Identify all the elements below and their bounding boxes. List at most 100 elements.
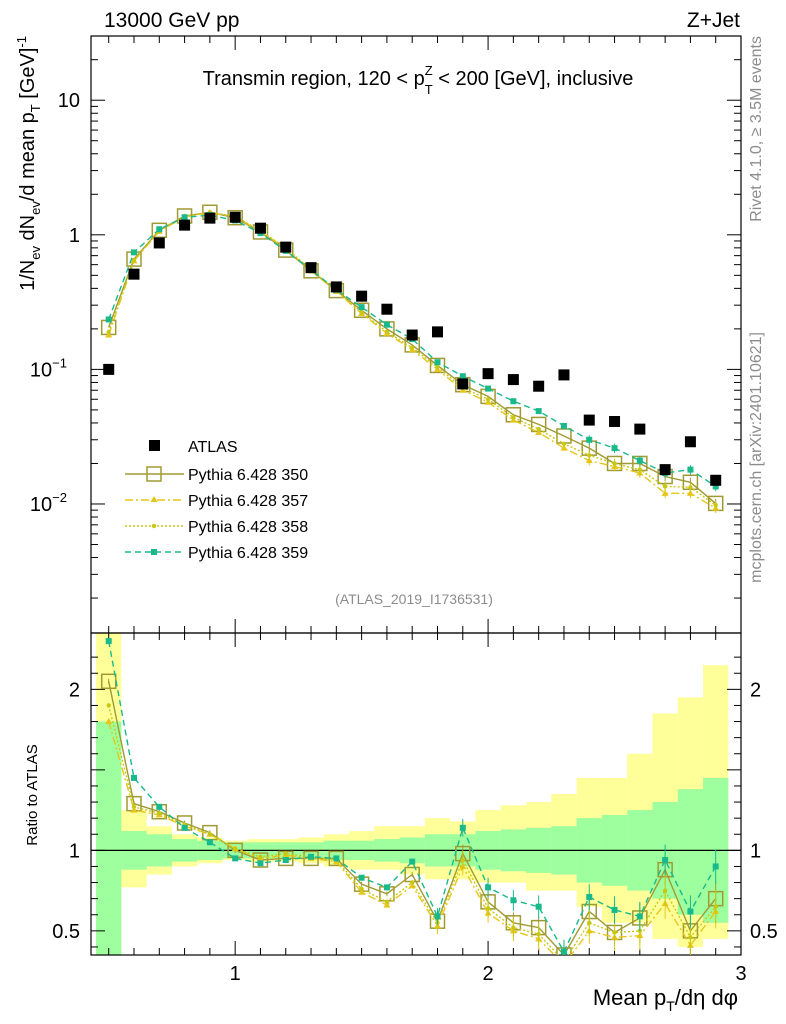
point-p350 (151, 222, 168, 239)
ratio-y-tick-label-right: 1 (750, 840, 761, 862)
ratio-point-p358 (232, 846, 238, 851)
point-atlas (482, 368, 494, 380)
point-p358 (435, 364, 440, 370)
legend-label-atlas: ATLAS (188, 439, 238, 456)
point-atlas (229, 211, 241, 223)
point-atlas (103, 363, 115, 375)
ratio-point-p358 (283, 851, 288, 856)
point-atlas (128, 268, 140, 280)
point-p359 (510, 398, 517, 405)
header-process-label: Z+Jet (687, 9, 740, 32)
ratio-y-tick-label-right: 0.5 (750, 921, 778, 943)
ratio-point-p359 (409, 858, 416, 865)
legend-marker-p350 (146, 466, 162, 482)
point-atlas (179, 219, 191, 231)
ratio-point-p359 (181, 824, 188, 831)
legend-marker-p358 (151, 523, 157, 529)
point-atlas (583, 414, 595, 426)
ratio-point-p359 (156, 803, 163, 810)
point-atlas (153, 237, 165, 249)
point-p359 (434, 359, 441, 366)
point-p357 (535, 428, 543, 435)
ratio-point-p357 (130, 806, 138, 813)
point-atlas (684, 436, 696, 448)
point-atlas (634, 423, 646, 435)
ratio-series-p359 (105, 638, 719, 955)
ratio-point-p358 (359, 886, 364, 892)
plot-layer: 1 2 3 10 1 10−1 10−2 2 2 1 1 0.5 0.5 (30, 35, 778, 985)
ratio-point-p359 (485, 884, 492, 891)
point-p359 (358, 304, 365, 311)
ratio-y-tick-label: 1 (69, 840, 80, 862)
point-p359 (485, 385, 492, 392)
point-p358 (637, 467, 643, 472)
point-p359 (712, 483, 719, 490)
point-atlas (204, 212, 216, 224)
ratio-point-p359 (459, 824, 466, 831)
ratio-point-p359 (611, 906, 618, 913)
point-p359 (383, 321, 390, 328)
point-p359 (105, 316, 112, 323)
point-p359 (636, 457, 643, 464)
ratio-point-p350 (252, 852, 269, 868)
point-p358 (587, 453, 592, 458)
ratio-point-p359 (712, 863, 719, 870)
point-atlas (710, 474, 722, 486)
point-atlas (280, 241, 292, 253)
y-tick-label: 1 (69, 225, 80, 247)
ratio-point-p359 (510, 897, 517, 904)
legend-label-p357: Pythia 6.428 357 (188, 493, 308, 510)
legend: ATLAS Pythia 6.428 350 Pythia 6.428 357 … (125, 439, 308, 562)
point-p359 (611, 445, 618, 452)
ratio-point-p358 (485, 906, 491, 911)
point-atlas (356, 290, 368, 302)
ratio-point-p358 (106, 703, 111, 708)
point-atlas (507, 374, 519, 386)
point-atlas (431, 326, 443, 338)
ratio-series-group (100, 638, 724, 955)
ratio-point-p358 (612, 930, 617, 935)
ratio-point-p357 (358, 888, 366, 895)
point-p358 (485, 397, 491, 402)
line-p358 (108, 211, 717, 506)
series-p350 (100, 204, 724, 512)
point-p358 (131, 257, 137, 263)
ratio-point-p358 (536, 931, 541, 937)
series-p358 (106, 210, 718, 511)
ratio-point-p350 (303, 850, 319, 867)
ratio-point-p359 (257, 860, 264, 867)
ratio-point-p359 (535, 903, 542, 910)
point-atlas (330, 281, 342, 293)
legend-marker-atlas (149, 440, 160, 451)
x-tick-label: 3 (735, 963, 746, 985)
legend-label-p358: Pythia 6.428 358 (188, 519, 308, 536)
ratio-point-p359 (636, 913, 643, 920)
legend-entry-atlas: ATLAS (149, 439, 238, 456)
x-tick-label: 2 (483, 963, 494, 985)
ratio-point-p359 (662, 857, 669, 864)
point-atlas (254, 222, 266, 234)
point-p358 (106, 329, 111, 335)
point-atlas (558, 369, 570, 381)
ratio-frame (90, 632, 742, 956)
point-p358 (384, 329, 390, 335)
ratio-point-p359 (308, 853, 315, 860)
ratio-point-p358 (258, 854, 263, 859)
point-p359 (586, 436, 593, 443)
ratio-point-p359 (560, 948, 567, 955)
y-tick-label: 10−1 (30, 355, 67, 381)
side-rivet-label: Rivet 4.1.0, ≥ 3.5M events (748, 36, 765, 222)
point-p350 (353, 302, 370, 319)
ratio-point-p358 (713, 904, 718, 909)
ratio-point-p359 (232, 855, 239, 862)
point-atlas (457, 378, 469, 390)
point-p358 (688, 485, 693, 490)
band-inner-bin (96, 721, 122, 955)
header-collision-label: 13000 GeV pp (104, 9, 239, 32)
ratio-y-tick-label-right: 2 (750, 679, 761, 701)
main-title: Transmin region, 120 < pZ T < 200 [GeV], … (203, 63, 634, 97)
point-atlas (406, 329, 418, 341)
point-p359 (535, 408, 542, 415)
point-atlas (533, 380, 545, 392)
ratio-point-p359 (105, 638, 112, 645)
